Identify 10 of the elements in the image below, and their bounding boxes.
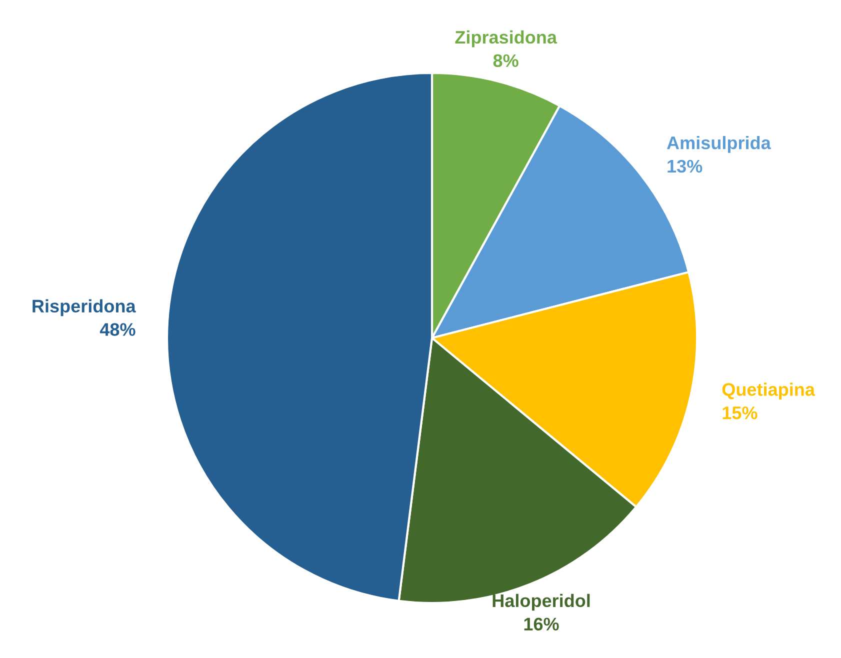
- data-label: 15%: [722, 406, 758, 420]
- data-label: 16%: [524, 618, 559, 630]
- data-label: 8%: [493, 54, 518, 68]
- slice-label: Ziprasidona: [455, 30, 558, 48]
- slice-label: Haloperidol: [492, 594, 590, 611]
- slice-label: Amisulprida: [666, 136, 771, 153]
- slice-label: Quetiapina: [722, 382, 816, 400]
- slice-label: Risperidona: [32, 299, 136, 316]
- data-label: 48%: [100, 323, 136, 336]
- data-label: 13%: [668, 160, 702, 173]
